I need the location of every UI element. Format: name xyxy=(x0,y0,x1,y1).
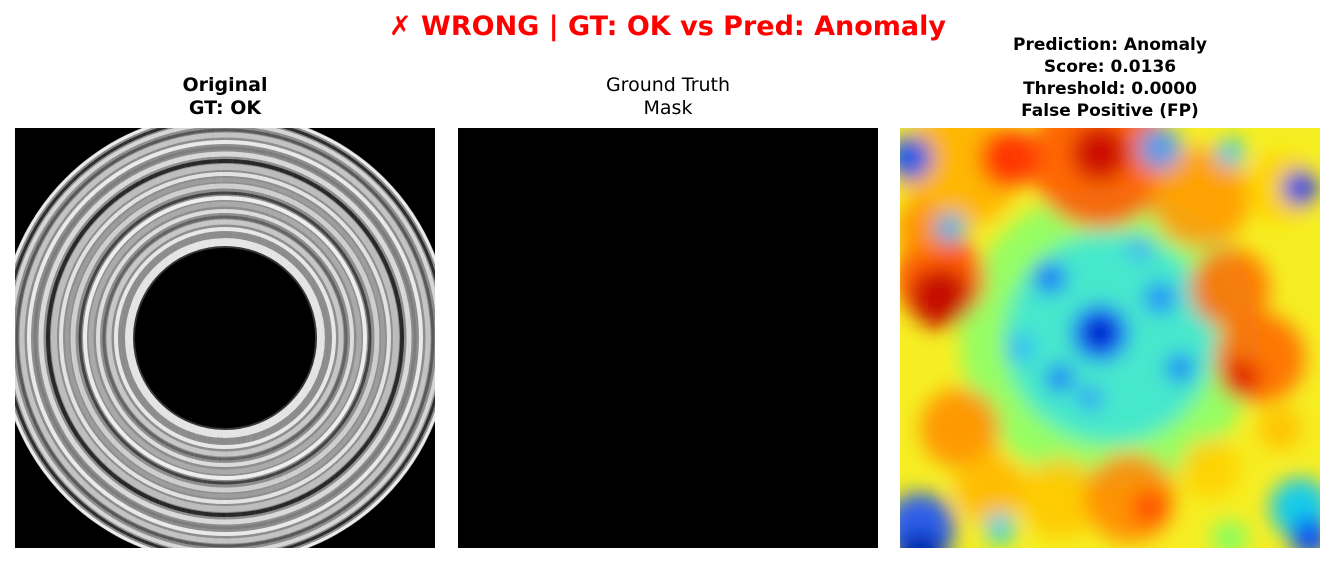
ground-truth-title-line1: Ground Truth xyxy=(605,74,731,96)
threshold-label: Threshold: 0.0000 xyxy=(1023,79,1197,99)
fp-label: False Positive (FP) xyxy=(1021,101,1199,121)
verdict-text: WRONG | GT: OK vs Pred: Anomaly xyxy=(421,11,946,42)
ground-truth-mask xyxy=(458,128,878,548)
prediction-title: Prediction: Anomaly Score: 0.0136 Thresh… xyxy=(900,34,1320,122)
ground-truth-title: Ground Truth Mask xyxy=(458,74,878,120)
score-label: Score: 0.0136 xyxy=(1043,57,1177,77)
prediction-label: Prediction: Anomaly xyxy=(1013,35,1207,55)
original-title-line2: GT: OK xyxy=(188,97,262,119)
original-image xyxy=(15,128,435,548)
figure-title: ✗ WRONG | GT: OK vs Pred: Anomaly xyxy=(0,10,1335,44)
original-title-line1: Original xyxy=(182,74,268,96)
anomaly-heatmap xyxy=(900,128,1320,548)
wrong-mark-icon: ✗ xyxy=(389,11,412,42)
original-title: Original GT: OK xyxy=(15,74,435,120)
ground-truth-title-line2: Mask xyxy=(643,97,693,119)
